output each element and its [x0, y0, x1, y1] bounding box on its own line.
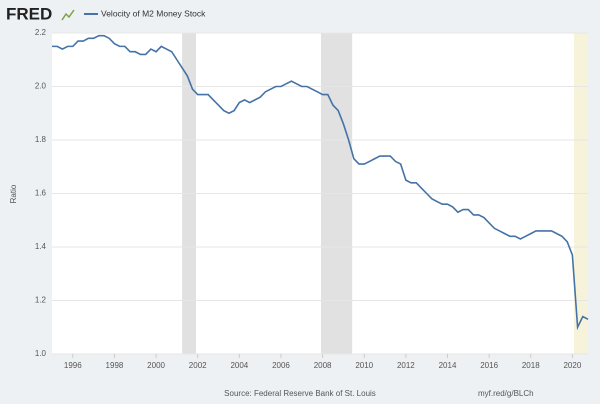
x-tick-label: 2020	[563, 361, 581, 370]
x-tick-label: 2018	[522, 361, 540, 370]
logo: FRED	[6, 4, 52, 23]
x-tick-label: 2014	[439, 361, 457, 370]
y-tick-label: 1.4	[35, 242, 47, 251]
x-tick-label: 2010	[355, 361, 373, 370]
short-url: myf.red/g/BLCh	[478, 389, 534, 398]
x-tick-label: 2012	[397, 361, 415, 370]
legend-label: Velocity of M2 Money Stock	[101, 8, 206, 18]
x-tick-label: 2000	[147, 361, 165, 370]
x-tick-label: 1998	[106, 361, 124, 370]
y-axis-label: Ratio	[9, 184, 18, 203]
data-line	[52, 34, 589, 331]
x-tick-label: 1996	[64, 361, 82, 370]
y-tick-label: 2.0	[35, 82, 47, 91]
x-tick-label: 2008	[314, 361, 332, 370]
x-tick-label: 2016	[480, 361, 498, 370]
x-tick-label: 2002	[189, 361, 207, 370]
x-tick-label: 2006	[272, 361, 290, 370]
x-tick-label: 2004	[230, 361, 248, 370]
y-tick-label: 1.2	[35, 296, 47, 305]
logo-icon	[61, 9, 75, 21]
y-tick-label: 2.2	[35, 28, 47, 37]
y-tick-label: 1.0	[35, 349, 47, 358]
source: Source: Federal Reserve Bank of St. Loui…	[224, 389, 376, 398]
y-tick-label: 1.8	[35, 135, 47, 144]
y-tick-label: 1.6	[35, 189, 47, 198]
